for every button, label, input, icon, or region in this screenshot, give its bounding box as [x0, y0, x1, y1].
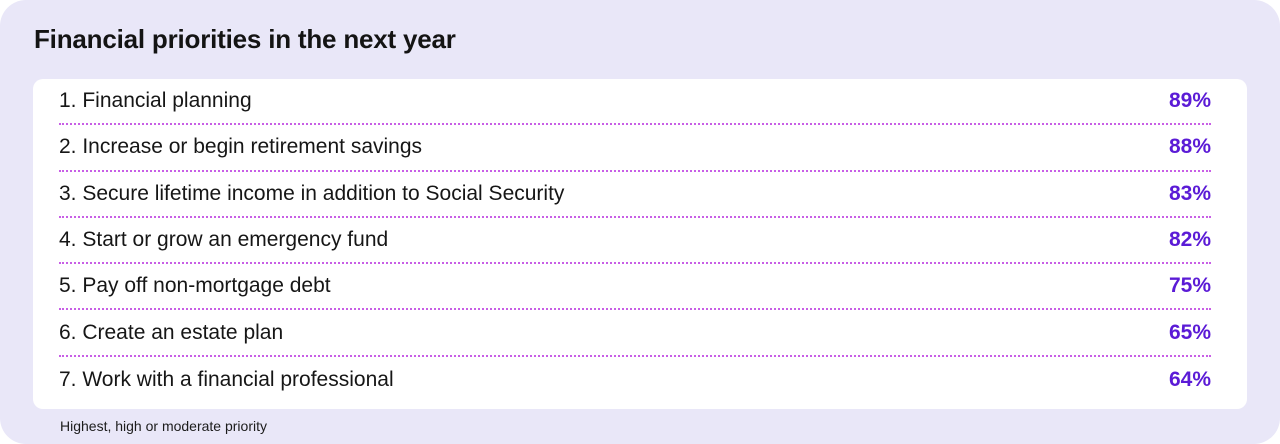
- item-percentage: 83%: [1168, 181, 1211, 205]
- list-item: 4. Start or grow an emergency fund 82%: [59, 218, 1211, 265]
- footnote: Highest, high or moderate priority: [60, 418, 267, 434]
- list-item: 2. Increase or begin retirement savings …: [59, 125, 1211, 172]
- item-percentage: 82%: [1168, 228, 1211, 252]
- list-item: 1. Financial planning 89%: [59, 79, 1211, 126]
- item-label: 6. Create an estate plan: [59, 320, 284, 344]
- item-percentage: 89%: [1168, 89, 1211, 113]
- item-label: 5. Pay off non-mortgage debt: [59, 274, 331, 298]
- item-label: 1. Financial planning: [59, 89, 252, 113]
- item-percentage: 64%: [1168, 367, 1211, 391]
- list-item: 3. Secure lifetime income in addition to…: [59, 172, 1211, 218]
- item-percentage: 75%: [1168, 274, 1211, 298]
- item-label: 3. Secure lifetime income in addition to…: [59, 181, 565, 205]
- item-percentage: 88%: [1168, 135, 1211, 159]
- item-label: 4. Start or grow an emergency fund: [59, 228, 389, 252]
- item-percentage: 65%: [1168, 320, 1211, 344]
- item-label: 2. Increase or begin retirement savings: [59, 135, 423, 159]
- list-item: 6. Create an estate plan 65%: [59, 310, 1211, 357]
- priorities-list: 1. Financial planning 89% 2. Increase or…: [33, 79, 1247, 409]
- list-item: 7. Work with a financial professional 64…: [59, 357, 1211, 403]
- list-item: 5. Pay off non-mortgage debt 75%: [59, 264, 1211, 311]
- item-label: 7. Work with a financial professional: [59, 367, 394, 391]
- card-title: Financial priorities in the next year: [34, 24, 456, 54]
